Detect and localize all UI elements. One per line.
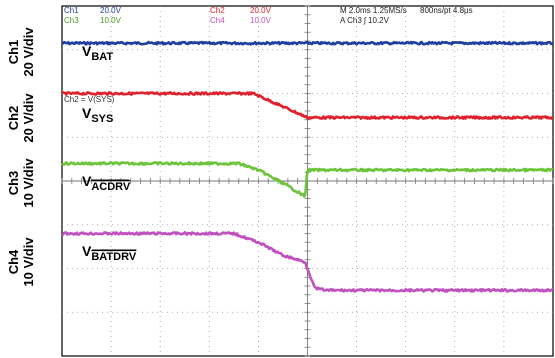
- timebase-readout: M 2.0ms 1.25MS/s: [340, 6, 407, 15]
- ch2-annotation: Ch2 = V(SYS): [64, 95, 115, 104]
- svg-text:Ch1: Ch1: [6, 40, 21, 65]
- svg-text:10 V/div: 10 V/div: [21, 237, 36, 287]
- traces: [61, 40, 555, 293]
- ch3-header-name: Ch3: [64, 16, 79, 25]
- svg-text:20 V/div: 20 V/div: [21, 93, 36, 143]
- header-readout: Ch1 20.0V Ch3 10.0V Ch2 20.0V Ch4 10.0V …: [64, 6, 473, 25]
- ch4-axis-label: Ch4 10 V/div: [6, 237, 36, 287]
- ch3-axis-label: Ch3 10 V/div: [6, 158, 36, 208]
- trigger-readout: A Ch3 ʃ 10.2V: [340, 16, 390, 25]
- ch2-header-scale: 20.0V: [250, 6, 272, 15]
- label-vbat: VBAT: [82, 43, 113, 63]
- label-vbatdrv: VBATDRV: [82, 243, 137, 263]
- trace-batdrv: [61, 231, 554, 293]
- ch3-header-scale: 10.0V: [100, 16, 122, 25]
- label-vsys: VSYS: [82, 105, 113, 125]
- ch1-header-scale: 20.0V: [100, 6, 122, 15]
- trace-bat: [61, 40, 554, 46]
- ch2-header-name: Ch2: [210, 6, 225, 15]
- svg-text:10 V/div: 10 V/div: [21, 158, 36, 208]
- ch1-header-name: Ch1: [64, 6, 79, 15]
- trace-sys: [61, 91, 555, 120]
- svg-text:20 V/div: 20 V/div: [21, 27, 36, 77]
- record-readout: 800ns/pt 4.8µs: [420, 6, 473, 15]
- svg-text:Ch2: Ch2: [6, 106, 21, 131]
- trace-acdrv: [61, 161, 554, 198]
- ch2-axis-label: Ch2 20 V/div: [6, 93, 36, 143]
- graticule: [61, 5, 554, 357]
- trace-labels: VBAT VSYS VACDRV VBATDRV: [82, 43, 137, 263]
- ch1-axis-label: Ch1 20 V/div: [6, 27, 36, 77]
- svg-text:Ch3: Ch3: [6, 171, 21, 196]
- svg-text:Ch4: Ch4: [6, 249, 21, 274]
- label-vacdrv: VACDRV: [82, 173, 131, 193]
- ch4-header-name: Ch4: [210, 16, 225, 25]
- ch4-header-scale: 10.0V: [250, 16, 272, 25]
